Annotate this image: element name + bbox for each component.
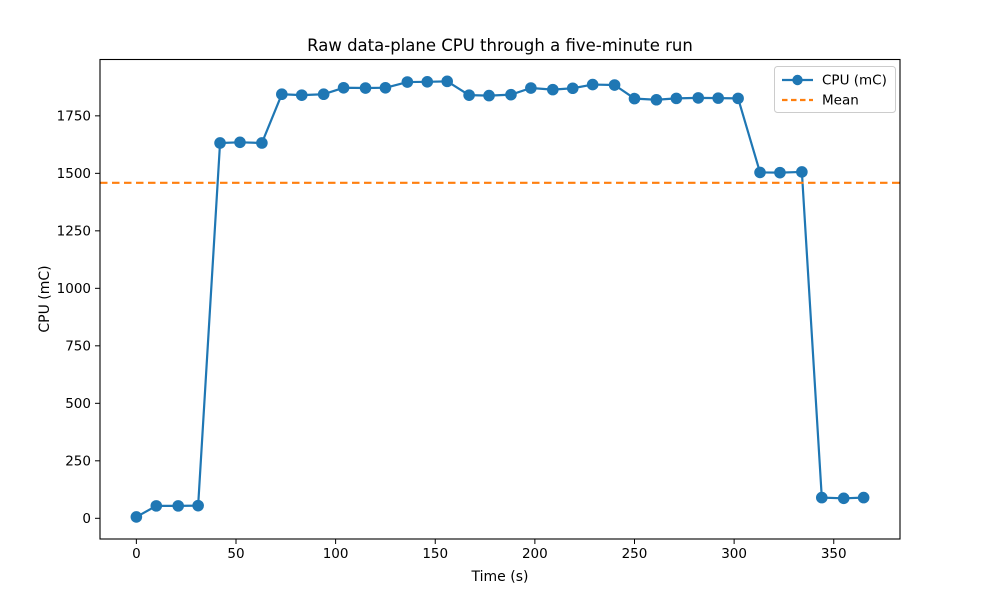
y-tick-label: 500 [65,396,91,412]
y-tick-label: 1000 [57,281,91,297]
data-point-marker [337,81,350,94]
data-point-marker [295,89,308,101]
data-point-marker [796,166,808,178]
plot-area: 0 50 100 150 200 250 300 350 0 250 500 750 1000 1250 1… [57,58,901,562]
y-tick-label: 1250 [57,224,91,240]
legend: CPU (mC) Mean [774,66,896,113]
data-point-marker [463,89,475,101]
data-point-marker [234,136,246,149]
x-axis-label: Time (s) [471,569,529,585]
data-point-marker [505,88,517,101]
legend-label-cpu: CPU (mC) [822,73,887,89]
x-tick-label: 300 [721,546,747,562]
data-point-marker [421,76,434,88]
y-axis-label: CPU (mC) [37,265,53,332]
data-point-marker [359,82,372,94]
data-point-marker [150,500,163,512]
data-point-marker [774,166,786,179]
y-tick-label: 1500 [57,166,91,182]
x-tick-label: 50 [227,546,244,562]
data-point-marker [650,93,663,106]
data-point-marker [401,76,414,88]
x-tick-label: 250 [622,546,648,562]
data-point-marker [483,89,495,102]
plot-border [99,58,901,540]
data-point-marker [628,92,641,105]
x-tick-label: 350 [821,546,847,562]
data-point-marker [837,492,850,505]
data-point-marker [379,81,392,94]
data-point-marker [712,92,724,104]
x-tick-label: 0 [132,546,141,562]
legend-label-mean: Mean [822,93,859,109]
data-point-marker [815,491,828,504]
y-tick-label: 0 [82,511,91,527]
data-point-marker [586,78,599,91]
x-tick-label: 200 [522,546,548,562]
y-tick-label: 1750 [57,109,91,125]
y-tick-label: 750 [65,339,91,355]
data-point-marker [692,92,705,104]
data-point-marker [525,82,537,94]
data-point-marker [214,137,226,149]
data-point-marker [670,92,683,105]
data-point-marker [547,83,559,96]
data-point-marker [192,499,204,512]
data-point-marker [441,75,453,88]
data-point-marker [130,511,143,523]
data-point-marker [276,88,288,101]
legend-cpu-marker-icon [792,74,803,86]
data-point-marker [172,500,185,512]
data-point-marker [857,491,870,504]
data-point-marker [317,88,330,101]
data-point-marker [566,82,579,95]
y-tick-label: 250 [65,454,91,470]
x-tick-label: 100 [323,546,349,562]
data-point-marker [608,79,621,91]
x-tick-label: 150 [422,546,448,562]
cpu-series-line [135,80,865,519]
chart-title: Raw data-plane CPU through a five-minute… [307,36,693,55]
data-point-marker [754,166,766,179]
data-point-marker [256,137,268,149]
data-point-marker [732,92,744,105]
